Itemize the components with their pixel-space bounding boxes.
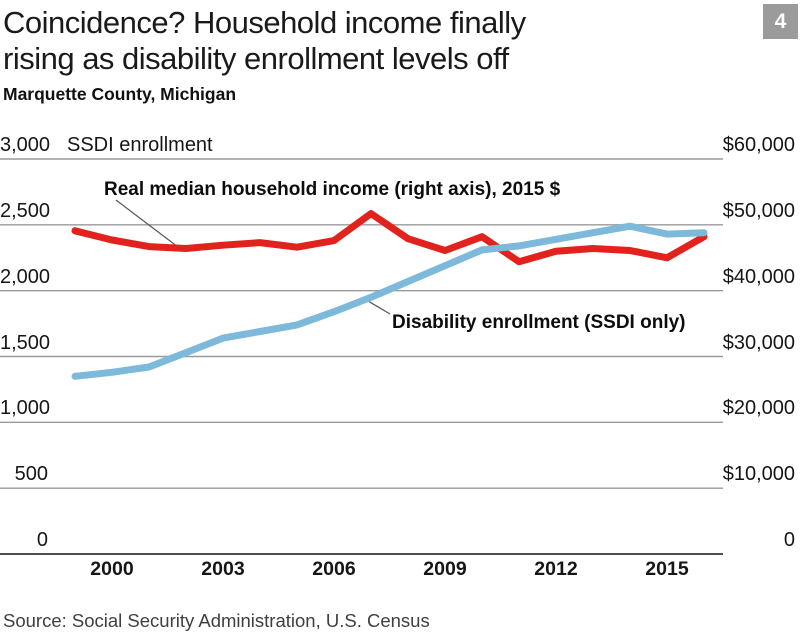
- source-note: Source: Social Security Administration, …: [3, 610, 430, 631]
- left-tick-label: 0: [36, 529, 48, 551]
- income-line: [71, 210, 708, 266]
- left-tick-label: 3,000: [0, 134, 51, 156]
- left-tick-label: 2,500: [0, 199, 51, 222]
- left-tick-label: 1,500: [0, 331, 51, 354]
- data-lines: [71, 210, 708, 380]
- year-tick-label: 2015: [645, 558, 689, 580]
- year-tick-label: 2006: [312, 558, 356, 580]
- enrollment-line: [71, 222, 708, 380]
- year-tick-label: 2009: [423, 558, 467, 580]
- chart-title: Coincidence? Household income finally ri…: [3, 5, 526, 77]
- left-tick-label: 1,000: [0, 397, 51, 420]
- right-tick-label: 0: [783, 529, 795, 551]
- chart-title-line2: rising as disability enrollment levels o…: [3, 41, 509, 76]
- year-tick-label: 2012: [534, 558, 578, 580]
- income-series-label: Real median household income (right axis…: [104, 179, 561, 200]
- chart-subtitle: Marquette County, Michigan: [3, 84, 237, 104]
- chart-title-line1: Coincidence? Household income finally: [3, 5, 526, 40]
- right-tick-label: $10,000: [722, 463, 795, 486]
- right-tick-label: $60,000: [722, 134, 795, 156]
- figure-number-badge: 4: [763, 4, 798, 39]
- leader-lines: [115, 199, 391, 315]
- right-tick-label: $50,000: [722, 199, 795, 222]
- year-tick-label: 2000: [90, 558, 134, 580]
- right-tick-label: $30,000: [722, 331, 795, 354]
- left-axis-title: SSDI enrollment: [67, 134, 213, 156]
- right-tick-label: $20,000: [722, 397, 795, 420]
- left-tick-label: 500: [14, 463, 48, 486]
- enrollment-series-label: Disability enrollment (SSDI only): [392, 312, 686, 333]
- right-tick-label: $40,000: [722, 265, 795, 288]
- annotation-leader-line: [115, 199, 179, 248]
- figure-number: 4: [774, 9, 787, 33]
- year-tick-label: 2003: [201, 558, 245, 580]
- left-tick-label: 2,000: [0, 265, 51, 288]
